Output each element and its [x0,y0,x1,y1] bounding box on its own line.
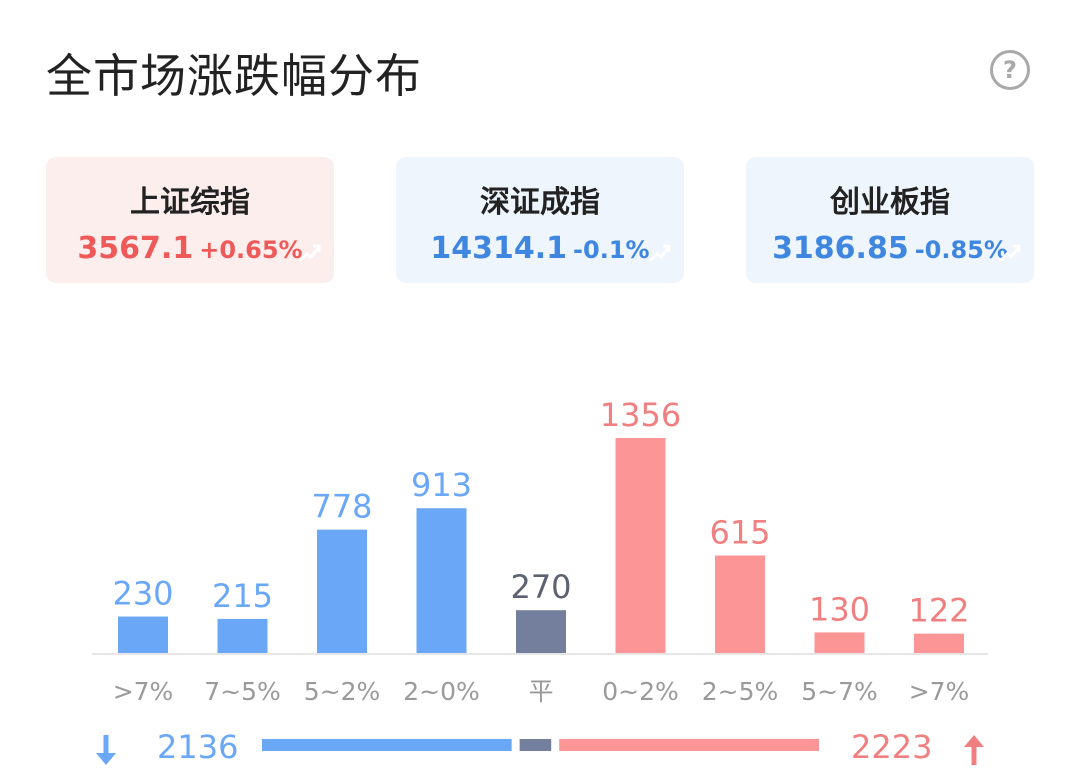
x-tick-label-1: 7~5% [204,677,281,706]
x-tick-label-7: 5~7% [801,677,878,706]
trend-up-icon [298,244,321,263]
x-tick-label-5: 0~2% [602,677,679,706]
x-tick-label-6: 2~5% [702,677,779,706]
ratio-bar-up [559,739,819,751]
data-label-8: 122 [908,592,969,630]
trend-up-icon [648,244,671,263]
trend-up-icon [998,244,1021,263]
bar-4 [516,610,566,653]
x-tick-label-3: 2~0% [403,677,480,706]
ratio-bar-down [262,739,512,751]
index-change: +0.65% [199,236,303,264]
index-name: 创业板指 [830,185,950,220]
data-label-5: 1356 [600,396,681,434]
arrow-down-icon [96,735,116,765]
index-price: 14314.1 [430,231,568,266]
bar-6 [715,555,765,653]
index-name: 上证综指 [130,185,250,220]
data-label-2: 778 [311,488,372,526]
bar-7 [814,632,865,653]
down-total: 2136 [157,728,239,766]
distribution-chart: 230 >7% 215 7~5% 778 5~2% 913 2~0% 270 平 1356 0~2% 6… [92,396,988,706]
index-card-shanghai[interactable]: 上证综指 3567.1 +0.65% [46,157,334,283]
bar-1 [217,618,268,653]
data-label-4: 270 [510,568,571,606]
ratio-bar-flat [519,739,552,751]
bar-2 [317,529,367,653]
bar-0 [118,616,168,653]
index-price: 3567.1 [77,231,194,266]
index-change: -0.1% [573,236,650,264]
x-tick-label-0: >7% [113,677,174,706]
data-label-0: 230 [112,575,173,613]
data-label-7: 130 [809,590,870,628]
data-label-3: 913 [411,466,472,504]
data-label-6: 615 [709,513,770,551]
index-change: -0.85% [914,236,1008,264]
index-card-chinext[interactable]: 创业板指 3186.85 -0.85% [746,157,1034,283]
x-tick-label-8: >7% [909,677,970,706]
x-tick-label-2: 5~2% [304,677,381,706]
bar-8 [914,633,964,653]
arrow-up-icon [964,735,984,765]
x-tick-label-4: 平 [528,677,553,706]
up-total: 2223 [851,728,933,766]
index-price: 3186.85 [772,231,909,266]
data-label-1: 215 [212,577,273,615]
page-title: 全市场涨跌幅分布 [46,49,422,103]
help-icon[interactable]: ? [990,50,1030,90]
index-name: 深证成指 [480,185,600,220]
bar-5 [615,438,666,653]
bar-3 [416,508,467,653]
index-card-shenzhen[interactable]: 深证成指 14314.1 -0.1% [396,157,684,283]
ratio-bar [262,739,819,751]
